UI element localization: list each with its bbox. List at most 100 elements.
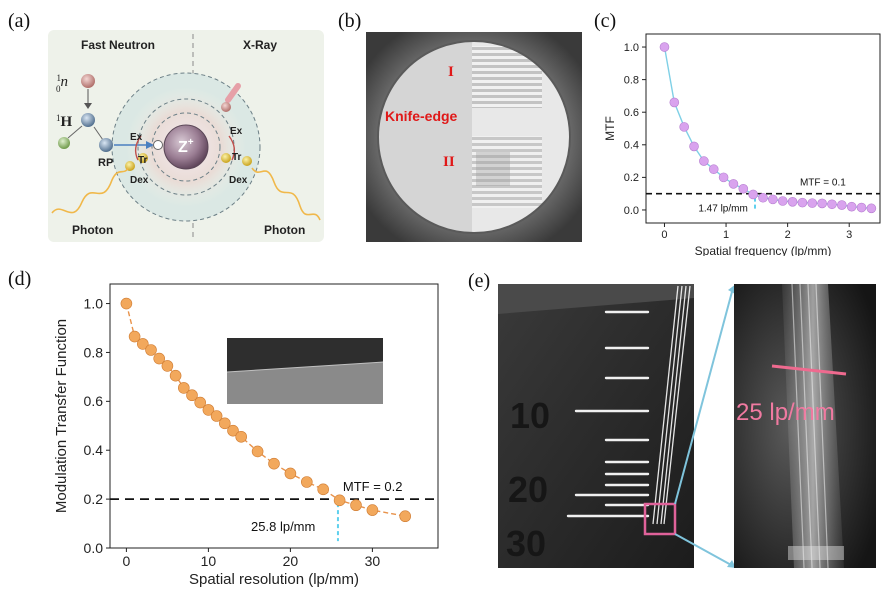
photon-left-label: Photon <box>72 223 113 237</box>
y-tick-label: 0.6 <box>624 107 639 119</box>
y-tick-label: 0.0 <box>84 540 104 556</box>
panel-b-label: (b) <box>338 10 362 32</box>
y-tick-label: 0.2 <box>84 491 104 507</box>
y-tick-label: 0.6 <box>84 393 104 409</box>
y-tick-label: 1.0 <box>84 295 104 311</box>
panel-a-diagram: Fast Neutron X-Ray 1 0n 1H RP Ex Tr Dex E… <box>48 30 324 242</box>
x-tick-label: 2 <box>785 229 791 241</box>
data-point <box>679 122 689 132</box>
data-point <box>145 344 157 356</box>
ex-left-label: Ex <box>130 132 143 143</box>
ruler-label-20: 20 <box>508 469 548 510</box>
data-point <box>748 189 758 200</box>
x-tick-label: 20 <box>283 553 299 569</box>
y-tick-label: 0.4 <box>624 140 639 152</box>
zoom-region-box <box>643 502 677 536</box>
data-point <box>194 396 206 409</box>
edge-inset-dark-region <box>227 338 383 372</box>
data-point <box>399 510 412 523</box>
data-point <box>846 201 857 212</box>
ex-right-label: Ex <box>230 126 243 137</box>
x-tick-label: 0 <box>123 553 131 569</box>
tr-left-label: Tr <box>138 155 148 166</box>
measurement-line <box>771 364 847 376</box>
y-tick-label: 0.4 <box>84 442 104 458</box>
tr-right-label: Tr <box>232 152 242 163</box>
dex-right-label: Dex <box>229 175 248 186</box>
data-point <box>251 445 264 458</box>
inner-orbit <box>151 112 221 182</box>
plot-frame <box>645 33 881 224</box>
data-point <box>333 494 346 507</box>
photon-right-label: Photon <box>264 223 305 237</box>
panel-d-label: (d) <box>8 268 32 290</box>
x-tick-label: 0 <box>661 229 667 241</box>
nucleus <box>163 124 209 170</box>
y-tick-label: 0.8 <box>84 344 104 360</box>
left-exciton-top <box>138 153 148 163</box>
data-point <box>137 338 149 350</box>
x-tick-label: 30 <box>365 553 381 569</box>
data-point <box>284 467 297 480</box>
threshold-label: MTF = 0.2 <box>343 479 403 494</box>
data-point <box>350 499 362 512</box>
chart-c: 0 1 2 3 0.0 0.2 0.4 0.6 0.8 1.0 Spatial frequency … <box>603 33 881 256</box>
x-tick-label: 10 <box>201 553 217 569</box>
data-point <box>169 369 182 382</box>
panel-e-label: (e) <box>468 270 491 292</box>
x-tick-label: 1 <box>723 229 729 241</box>
data-point <box>669 97 680 108</box>
plot-frame <box>109 283 439 549</box>
fast-neutron-title: Fast Neutron <box>81 38 155 52</box>
data-point <box>128 330 141 343</box>
neutron-particle <box>81 74 95 88</box>
data-point <box>317 483 330 496</box>
data-point <box>758 192 768 203</box>
data-point <box>708 164 719 175</box>
data-point <box>268 457 280 470</box>
x-ray-title: X-Ray <box>243 38 277 52</box>
data-point <box>827 199 837 210</box>
data-point <box>153 352 165 365</box>
zoom-line-beam <box>782 284 844 568</box>
data-point <box>186 389 198 402</box>
data-point <box>856 202 867 213</box>
zoom-connector-top <box>674 287 734 505</box>
rp-label: RP <box>98 157 113 169</box>
y-axis-label: MTF <box>603 116 617 141</box>
y-tick-label: 1.0 <box>624 42 639 54</box>
y-tick-label: 0.2 <box>624 172 639 184</box>
ruler-label-10: 10 <box>510 395 550 436</box>
resolution-label: 25 lp/mm <box>736 399 835 426</box>
data-point <box>210 410 223 422</box>
knife-edge-label: Knife-edge <box>385 108 458 124</box>
zoom-connector-bottom <box>674 533 734 567</box>
line-pair-gauge <box>566 310 650 518</box>
right-exciton-bottom <box>242 156 252 166</box>
ruler-label-30: 30 <box>506 523 546 564</box>
data-point <box>738 183 749 194</box>
data-point <box>689 141 699 152</box>
y-axis-label: Modulation Transfer Function <box>53 319 70 513</box>
series-curve <box>663 46 872 209</box>
hydrogen-symbol: 1H <box>56 113 73 130</box>
y-tick-label: 0.0 <box>624 205 639 217</box>
data-point <box>797 197 808 208</box>
right-exciton-top <box>221 153 231 163</box>
crossing-label: 1.47 lp/mm <box>698 204 747 215</box>
crossing-label: 25.8 lp/mm <box>251 519 315 534</box>
data-point <box>866 203 877 214</box>
line-pattern-2 <box>472 136 542 208</box>
data-point <box>227 424 239 437</box>
data-point <box>235 430 247 443</box>
x-axis-label: Spatial frequency (lp/mm) <box>695 244 832 256</box>
data-point <box>120 297 133 310</box>
y-tick-label: 0.8 <box>624 74 639 86</box>
data-point <box>777 196 788 206</box>
panel-a-label: (a) <box>8 10 31 32</box>
converging-lines <box>652 285 691 525</box>
data-point <box>300 476 313 488</box>
data-point <box>837 200 847 210</box>
data-point <box>699 156 709 166</box>
photon-wave-left <box>51 167 129 214</box>
